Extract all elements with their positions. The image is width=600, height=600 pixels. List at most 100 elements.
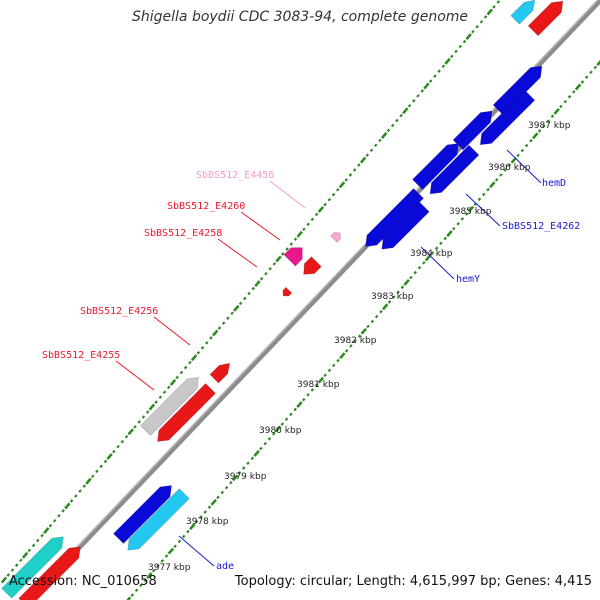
gene-arrow-magenta — [283, 247, 303, 267]
tick-dash-outer — [348, 173, 353, 177]
tick-label: 3977 kbp — [148, 563, 191, 573]
tick-dash-inner — [263, 441, 267, 446]
tick-dash-outer — [407, 103, 412, 108]
tick-dash-inner — [379, 309, 383, 314]
tick-dash-outer — [254, 280, 261, 288]
tick-dash-outer — [148, 403, 156, 411]
tick-dash-inner — [392, 295, 396, 299]
tick-dash-outer — [179, 370, 184, 375]
tick-dash-outer — [247, 291, 251, 296]
tick-dash-outer — [352, 168, 357, 172]
tick-dash-inner — [293, 407, 297, 412]
tick-dash-inner — [353, 339, 357, 343]
label-leader-line — [217, 238, 258, 268]
tick-dash-outer — [344, 178, 348, 182]
gene-labels-layer: SbBS512_E4456 SbBS512_E4260 SbBS512_E4258 S… — [42, 170, 580, 572]
tick-dash-inner — [323, 373, 327, 378]
tick-dash-outer — [106, 453, 113, 460]
tick-dash-inner — [126, 596, 132, 600]
label-leader-line — [178, 535, 215, 567]
tick-dash-outer — [52, 518, 57, 523]
tick-dash-outer — [190, 354, 198, 362]
tick-dash-outer — [390, 123, 395, 128]
tick-dash-outer — [317, 206, 325, 213]
tick-dash-inner — [253, 450, 260, 457]
gene-label: SbBS512_E4260 — [167, 201, 245, 212]
tick-dash-inner — [271, 432, 276, 436]
tick-dash-outer — [492, 5, 496, 9]
tick-dash-inner — [164, 554, 169, 558]
gene-label: SbBS512_E4258 — [144, 228, 222, 239]
tick-dash-inner — [280, 422, 285, 426]
tick-dash-inner — [173, 544, 177, 549]
tick-dash-inner — [189, 523, 196, 531]
tick-dash-outer — [175, 375, 179, 380]
gene-arrow-blue — [492, 65, 543, 116]
tick-dash-outer — [458, 44, 462, 49]
tick-dash-inner — [160, 559, 165, 563]
tick-dash-outer — [378, 138, 382, 143]
tick-dash-inner — [167, 547, 175, 555]
tick-dash-inner — [413, 270, 417, 275]
tick-labels-layer: 3977 kbp 3978 kbp 3979 kbp 3980 kbp 3981 kbp… — [148, 121, 571, 573]
tick-dash-outer — [43, 527, 50, 535]
tick-dash-outer — [19, 558, 23, 563]
tick-dash-outer — [74, 494, 78, 498]
tick-dash-inner — [374, 314, 379, 319]
tick-dash-outer — [369, 148, 374, 153]
gene-arrow-red — [527, 0, 564, 37]
tick-dash-inner — [241, 466, 246, 470]
tick-dash-outer — [209, 336, 213, 340]
tick-dash-inner — [460, 217, 465, 221]
tick-dash-inner — [250, 456, 255, 461]
tick-dash-outer — [48, 523, 53, 528]
tick-dash-inner — [524, 143, 529, 148]
gene-arrow-red — [157, 382, 217, 442]
tick-dash-inner — [424, 254, 432, 262]
tick-dash-inner — [417, 265, 422, 270]
tick-label: 3985 kbp — [449, 207, 492, 217]
tick-dash-outer — [36, 538, 40, 543]
tick-label: 3978 kbp — [186, 517, 229, 527]
tick-dash-inner — [259, 446, 263, 451]
tick-dash-inner — [482, 192, 486, 197]
tick-dash-outer — [251, 286, 255, 291]
gene-arrow-pink — [330, 232, 341, 243]
tick-dash-outer — [450, 54, 454, 59]
tick-dash-outer — [259, 276, 264, 281]
tick-dash-inner — [422, 261, 426, 265]
tick-dash-outer — [169, 378, 177, 386]
tick-dash-inner — [529, 138, 533, 143]
tick-label: 3986 kbp — [488, 163, 531, 173]
tick-dash-inner — [464, 212, 469, 216]
tick-dash-inner — [499, 173, 503, 177]
tick-dash-outer — [40, 533, 44, 538]
tick-dash-outer — [243, 296, 247, 301]
tick-dash-inner — [314, 383, 319, 387]
tick-dash-outer — [57, 514, 61, 518]
label-leader-line — [465, 193, 501, 227]
tick-dash-outer — [437, 69, 441, 73]
tick-dash-inner — [559, 104, 563, 109]
tick-dash-inner — [349, 344, 353, 348]
tick-dash-inner — [302, 397, 306, 402]
tick-label: 3984 kbp — [410, 249, 453, 259]
tick-dash-outer — [465, 33, 472, 41]
tick-dash-outer — [444, 57, 451, 65]
tick-label: 3987 kbp — [528, 121, 571, 131]
tick-dash-outer — [496, 0, 501, 4]
tick-dash-outer — [183, 365, 188, 370]
tick-dash-inner — [177, 539, 182, 544]
tick-label: 3980 kbp — [259, 426, 302, 436]
tick-dash-inner — [231, 474, 239, 482]
tick-dash-inner — [267, 436, 272, 441]
tick-dash-inner — [486, 187, 490, 192]
label-leader-line — [506, 149, 542, 184]
tick-dash-inner — [130, 593, 135, 597]
tick-dash-inner — [327, 368, 332, 373]
tick-label: 3979 kbp — [224, 472, 267, 482]
tick-dash-inner — [563, 99, 567, 104]
tick-dash-inner — [186, 529, 190, 534]
tick-dash-outer — [14, 563, 19, 567]
